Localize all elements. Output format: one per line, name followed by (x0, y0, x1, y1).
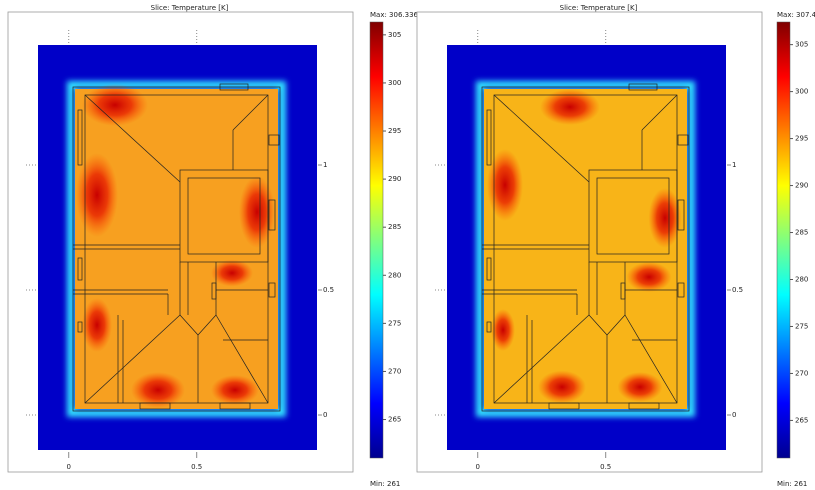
hot-spot (649, 188, 682, 248)
hot-spot (487, 149, 523, 221)
screenshot: Slice: Temperature [K] 0 0.5 0 0.5 1 Max: 306.… (0, 0, 815, 490)
hot-spot (211, 375, 259, 405)
plot-title: Slice: Temperature [K] (560, 4, 638, 12)
colorbar-tick-label: 300 (795, 88, 808, 96)
colorbar-tick-label: 305 (795, 41, 808, 49)
colorbar-tick-label: 285 (795, 229, 808, 237)
colorbar-tick-label: 270 (795, 369, 808, 377)
colorbar (370, 22, 383, 458)
colorbar-tick-label: 295 (795, 135, 808, 143)
colorbar-tick-label: 270 (388, 367, 401, 375)
colorbar (777, 22, 790, 458)
y-tick-label: 0 (732, 411, 736, 419)
hot-spot (618, 372, 663, 402)
hot-spot (131, 372, 185, 408)
colorbar-tick-label: 265 (795, 416, 808, 424)
colorbar-min: Min: 261 (370, 480, 400, 488)
colorbar-tick-label: 275 (388, 319, 401, 327)
x-tick-label: 0 (66, 463, 70, 471)
y-tick-label: 1 (732, 161, 736, 169)
x-tick-label: 0.5 (191, 463, 202, 471)
colorbar-max: Max: 306.336 (370, 11, 419, 19)
y-tick-label: 0.5 (732, 286, 743, 294)
hot-spot (239, 176, 275, 248)
plot-title: Slice: Temperature [K] (151, 4, 229, 12)
colorbar-tick-label: 275 (795, 322, 808, 330)
colorbar-tick-label: 280 (795, 276, 808, 284)
y-tick-label: 0 (323, 411, 327, 419)
hot-spot (82, 84, 148, 126)
colorbar-tick-label: 290 (795, 182, 808, 190)
colorbar-max: Max: 307.409 (777, 11, 815, 19)
hot-spot (491, 309, 515, 351)
x-tick-label: 0 (475, 463, 479, 471)
colorbar-tick-label: 305 (388, 31, 401, 39)
hot-spot (211, 260, 253, 287)
y-tick-label: 1 (323, 161, 327, 169)
hot-spot (540, 89, 600, 125)
hot-spot (627, 262, 672, 292)
x-tick-label: 0.5 (600, 463, 611, 471)
colorbar-tick-label: 290 (388, 175, 401, 183)
hot-spot (76, 153, 118, 237)
colorbar-tick-label: 295 (388, 127, 401, 135)
colorbar-tick-label: 285 (388, 223, 401, 231)
y-tick-label: 0.5 (323, 286, 334, 294)
colorbar-tick-label: 280 (388, 271, 401, 279)
colorbar-min: Min: 261 (777, 480, 807, 488)
colorbar-tick-label: 300 (388, 79, 401, 87)
hot-spot (538, 371, 586, 404)
hot-spot (82, 298, 112, 352)
colorbar-tick-label: 265 (388, 416, 401, 424)
